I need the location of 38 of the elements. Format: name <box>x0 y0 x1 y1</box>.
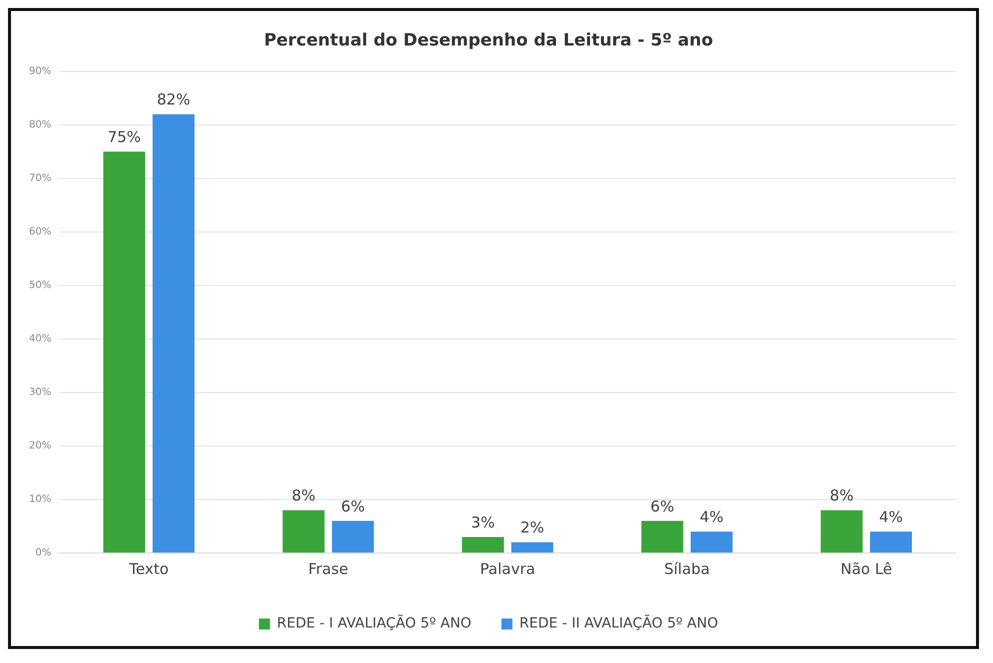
y-tick-label: 60% <box>28 226 52 238</box>
y-tick-label: 80% <box>28 120 52 131</box>
y-tick-label: 40% <box>28 334 52 345</box>
bar <box>820 510 863 552</box>
data-label: 75% <box>108 128 141 146</box>
x-tick-label: Frase <box>308 560 348 578</box>
bar <box>462 536 504 552</box>
y-tick-label: 30% <box>28 387 52 398</box>
data-label: 82% <box>156 90 190 109</box>
bar <box>511 542 554 552</box>
legend-label: REDE - I AVALIAÇÃO 5º ANO <box>276 614 472 632</box>
x-tick-label: Sílaba <box>664 560 710 578</box>
bar <box>103 152 146 552</box>
x-tick-label: Não Lê <box>840 560 892 578</box>
data-label: 4% <box>700 508 724 526</box>
x-tick-label: Palavra <box>480 560 536 578</box>
data-label: 6% <box>650 497 674 516</box>
y-tick-label: 50% <box>28 280 52 292</box>
y-tick-label: 70% <box>28 173 52 184</box>
data-label: 8% <box>830 486 854 505</box>
y-tick-label: 0% <box>35 548 52 559</box>
chart-title: Percentual do Desempenho da Leitura - 5º ano <box>264 30 714 51</box>
data-label: 8% <box>292 486 316 505</box>
data-label: 3% <box>471 513 495 532</box>
bar <box>870 532 912 552</box>
y-tick-label: 20% <box>28 440 52 452</box>
y-tick-label: 90% <box>28 66 52 77</box>
x-tick-label: Texto <box>128 560 169 578</box>
bar <box>332 520 374 552</box>
y-tick-label: 10% <box>28 494 52 506</box>
bar <box>282 510 325 552</box>
bar <box>690 532 733 552</box>
data-label: 2% <box>520 518 544 537</box>
bar <box>641 520 684 552</box>
legend-label: REDE - II AVALIAÇÃO 5º ANO <box>519 614 718 632</box>
data-label: 6% <box>341 497 365 516</box>
bar <box>152 114 195 552</box>
data-label: 4% <box>879 508 903 526</box>
